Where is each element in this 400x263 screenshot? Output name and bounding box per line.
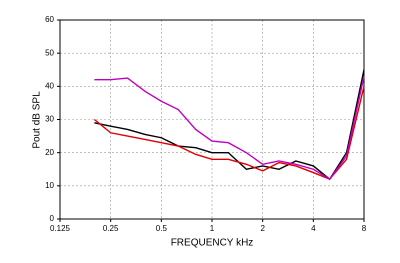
plot-frame (59, 19, 365, 220)
series-line (94, 69, 365, 181)
y-axis-label: Pout dB SPL (32, 91, 43, 149)
x-axis-label: FREQUENCY kHz (171, 238, 254, 249)
y-tick-label: 20 (45, 148, 54, 157)
x-tick-label: 8 (362, 224, 367, 233)
series-line (93, 86, 365, 181)
x-tick-label: 0.125 (50, 224, 71, 233)
x-tick-label: 2 (260, 224, 265, 233)
x-tick-label: 1 (210, 224, 215, 233)
y-tick-label: 30 (45, 115, 54, 124)
x-tick-label: 4 (311, 224, 316, 233)
y-tick-label: 10 (45, 181, 54, 190)
y-tick-label: 50 (45, 48, 54, 57)
x-tick-label: 0.5 (156, 224, 168, 233)
series-line (94, 76, 365, 181)
x-tick-label: 0.25 (103, 224, 119, 233)
y-tick-label: 60 (45, 15, 54, 24)
y-tick-label: 0 (50, 214, 55, 223)
y-tick-label: 40 (45, 81, 54, 90)
